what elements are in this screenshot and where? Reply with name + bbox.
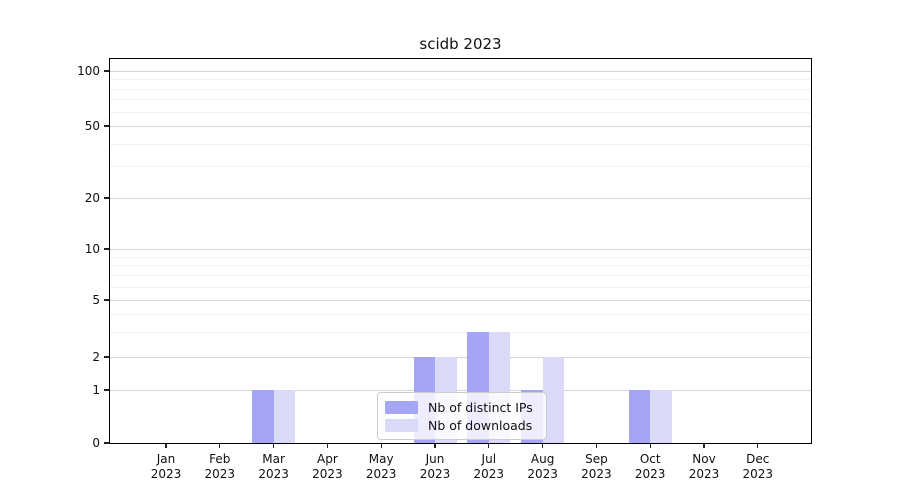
x-tick-mark: [326, 443, 329, 448]
x-tick-mark: [488, 443, 490, 448]
y-minor-gridline: [110, 286, 811, 288]
legend-swatch-downloads: [385, 419, 418, 433]
legend: Nb of distinct IPs Nb of downloads: [377, 392, 547, 440]
x-tick-label-line: 2023: [527, 467, 558, 481]
x-tick-label: Feb 2023: [188, 452, 252, 482]
y-major-gridline: [110, 357, 811, 358]
x-tick-label: Jul 2023: [457, 452, 521, 482]
plot-area: 0 1 2 5 10 20 50 100 Jan 2023 Feb 2023 Mar 2023 Apr 202…: [77, 59, 811, 481]
y-major-gridline: [110, 249, 811, 250]
y-minor-gridline: [110, 331, 811, 333]
chart-title: scidb 2023: [419, 35, 502, 53]
legend-swatch-distinct-ips: [385, 400, 418, 414]
x-tick-label-line: 2023: [204, 467, 236, 481]
bar-distinct-ips: [628, 390, 651, 443]
y-major-gridline: [110, 390, 811, 391]
x-tick-label: Oct 2023: [618, 452, 682, 482]
y-tick-label: 50: [84, 119, 100, 133]
y-minor-gridline: [110, 166, 811, 168]
x-tick-label-line: Oct: [639, 452, 661, 466]
bar-downloads: [650, 390, 672, 443]
x-tick-mark: [649, 443, 651, 448]
x-tick-label: Nov 2023: [672, 452, 736, 482]
x-tick-label-line: May: [368, 452, 394, 466]
x-tick-mark: [434, 443, 436, 448]
x-tick-mark: [541, 443, 544, 448]
x-tick-mark: [272, 443, 275, 448]
y-tick-label: 20: [84, 191, 100, 205]
y-tick-label: 2: [92, 350, 100, 364]
y-major-gridline: [110, 126, 811, 127]
bar-downloads: [273, 390, 296, 443]
legend-item-downloads: Nb of downloads: [385, 417, 539, 435]
y-tick-mark: [104, 248, 110, 250]
x-tick-label-line: Feb: [209, 452, 231, 466]
x-tick-mark: [165, 443, 167, 448]
bar-distinct-ips: [252, 390, 274, 443]
y-major-gridline: [110, 71, 811, 72]
legend-label-downloads: Nb of downloads: [428, 418, 533, 434]
legend-item-distinct-ips: Nb of distinct IPs: [385, 398, 539, 416]
x-tick-label-line: Jun: [425, 452, 445, 466]
y-tick-mark: [104, 442, 110, 444]
y-major-gridline: [110, 300, 811, 301]
x-tick-label-line: Aug: [530, 452, 555, 466]
x-tick-label-line: Nov: [692, 452, 716, 466]
x-tick-mark: [757, 443, 759, 448]
bar-downloads: [542, 357, 565, 443]
x-tick-label-line: Jan: [156, 452, 176, 466]
x-tick-label-line: 2023: [742, 467, 774, 481]
y-minor-gridline: [110, 88, 811, 90]
x-tick-label-line: 2023: [473, 467, 505, 481]
y-minor-gridline: [110, 313, 811, 315]
x-tick-label-line: 2023: [258, 467, 289, 481]
x-tick-mark: [219, 443, 221, 448]
x-tick-label: Sep 2023: [564, 452, 628, 482]
y-tick-mark: [104, 125, 110, 127]
x-tick-label-line: 2023: [634, 467, 666, 481]
x-tick-label: Mar 2023: [242, 452, 306, 482]
y-minor-gridline: [110, 79, 811, 81]
y-tick-mark: [104, 197, 110, 199]
x-tick-label: Aug 2023: [511, 452, 575, 482]
y-major-gridline: [110, 198, 811, 199]
y-minor-gridline: [110, 256, 811, 258]
x-tick-label: Jan 2023: [134, 452, 198, 482]
y-tick-mark: [104, 299, 110, 301]
x-tick-label-line: 2023: [419, 467, 451, 481]
x-tick-label: May 2023: [349, 452, 413, 482]
y-minor-gridline: [110, 265, 811, 267]
y-tick-label: 100: [77, 64, 100, 78]
y-tick-mark: [104, 70, 110, 72]
x-tick-label-line: Jul: [481, 452, 497, 466]
y-tick-label: 10: [84, 242, 100, 256]
x-tick-label-line: 2023: [365, 467, 397, 481]
x-tick-label-line: Sep: [585, 452, 608, 466]
x-tick-label: Dec 2023: [726, 452, 790, 482]
x-tick-mark: [595, 443, 598, 448]
x-tick-label-line: Dec: [746, 452, 770, 466]
y-tick-mark: [104, 356, 110, 358]
x-tick-label: Jun 2023: [403, 452, 467, 482]
y-tick-label: 5: [92, 293, 100, 307]
x-tick-label-line: Apr: [317, 452, 338, 466]
y-minor-gridline: [110, 99, 811, 101]
x-tick-mark: [380, 443, 382, 448]
x-tick-label-line: 2023: [312, 467, 343, 481]
x-tick-label-line: 2023: [150, 467, 182, 481]
y-tick-mark: [104, 389, 110, 391]
x-tick-label: Apr 2023: [295, 452, 359, 482]
y-minor-gridline: [110, 111, 811, 113]
y-minor-gridline: [110, 143, 811, 145]
x-tick-label-line: Mar: [262, 452, 285, 466]
y-minor-gridline: [110, 275, 811, 277]
y-tick-label: 0: [92, 436, 100, 450]
x-tick-label-line: 2023: [688, 467, 720, 481]
x-tick-label-line: 2023: [581, 467, 612, 481]
legend-label-distinct-ips: Nb of distinct IPs: [428, 399, 533, 415]
x-tick-mark: [703, 443, 705, 448]
y-tick-label: 1: [92, 383, 100, 397]
